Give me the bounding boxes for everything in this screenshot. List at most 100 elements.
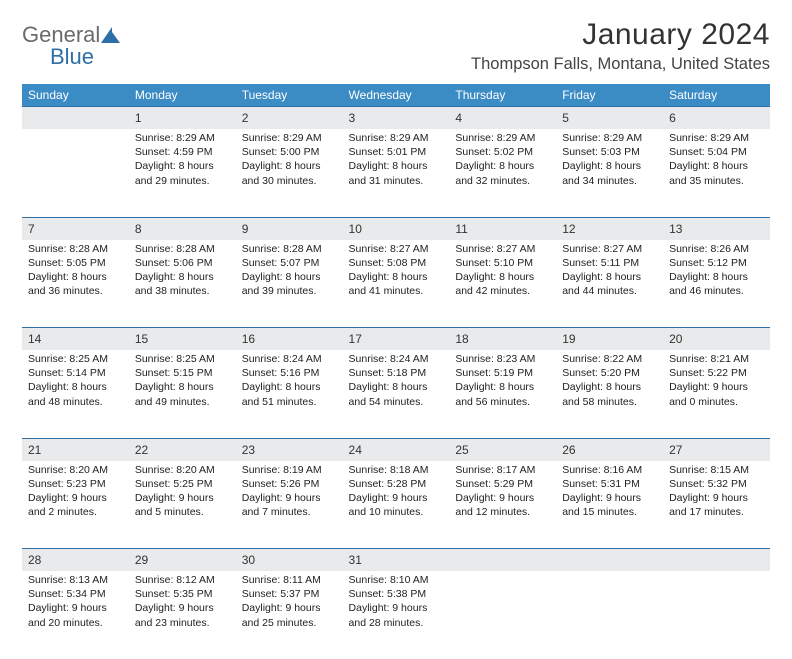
daylight-line: Daylight: 8 hours and 30 minutes. (242, 159, 337, 187)
day-number-cell: 15 (129, 328, 236, 351)
sunrise-line: Sunrise: 8:17 AM (455, 463, 550, 477)
sunset-line: Sunset: 5:38 PM (349, 587, 444, 601)
day-details: Sunrise: 8:18 AMSunset: 5:28 PMDaylight:… (343, 461, 450, 526)
sunset-line: Sunset: 5:06 PM (135, 256, 230, 270)
day-number-cell: 4 (449, 107, 556, 130)
sunrise-line: Sunrise: 8:20 AM (135, 463, 230, 477)
day-number-cell: 1 (129, 107, 236, 130)
sunset-line: Sunset: 5:16 PM (242, 366, 337, 380)
daylight-line: Daylight: 8 hours and 54 minutes. (349, 380, 444, 408)
day-number: 5 (562, 111, 569, 125)
day-number-cell: 28 (22, 549, 129, 572)
day-content-row: Sunrise: 8:25 AMSunset: 5:14 PMDaylight:… (22, 350, 770, 438)
day-number: 6 (669, 111, 676, 125)
day-number-cell: 13 (663, 217, 770, 240)
sunrise-line: Sunrise: 8:22 AM (562, 352, 657, 366)
sunrise-line: Sunrise: 8:28 AM (28, 242, 123, 256)
day-details: Sunrise: 8:13 AMSunset: 5:34 PMDaylight:… (22, 571, 129, 636)
day-cell: Sunrise: 8:10 AMSunset: 5:38 PMDaylight:… (343, 571, 450, 659)
day-cell: Sunrise: 8:22 AMSunset: 5:20 PMDaylight:… (556, 350, 663, 438)
day-cell: Sunrise: 8:16 AMSunset: 5:31 PMDaylight:… (556, 461, 663, 549)
day-number: 22 (135, 443, 148, 457)
sunrise-line: Sunrise: 8:10 AM (349, 573, 444, 587)
location-text: Thompson Falls, Montana, United States (471, 55, 770, 74)
day-cell: Sunrise: 8:29 AMSunset: 5:04 PMDaylight:… (663, 129, 770, 217)
daylight-line: Daylight: 9 hours and 28 minutes. (349, 601, 444, 629)
day-details: Sunrise: 8:25 AMSunset: 5:14 PMDaylight:… (22, 350, 129, 415)
day-details: Sunrise: 8:27 AMSunset: 5:10 PMDaylight:… (449, 240, 556, 305)
sunrise-line: Sunrise: 8:29 AM (455, 131, 550, 145)
day-number-cell (22, 107, 129, 130)
day-cell: Sunrise: 8:12 AMSunset: 5:35 PMDaylight:… (129, 571, 236, 659)
day-cell: Sunrise: 8:27 AMSunset: 5:11 PMDaylight:… (556, 240, 663, 328)
day-cell (556, 571, 663, 659)
daylight-line: Daylight: 9 hours and 20 minutes. (28, 601, 123, 629)
day-cell: Sunrise: 8:29 AMSunset: 4:59 PMDaylight:… (129, 129, 236, 217)
day-number: 7 (28, 222, 35, 236)
day-number-cell: 22 (129, 438, 236, 461)
day-number-cell: 9 (236, 217, 343, 240)
daylight-line: Daylight: 8 hours and 39 minutes. (242, 270, 337, 298)
day-number: 4 (455, 111, 462, 125)
daylight-line: Daylight: 8 hours and 42 minutes. (455, 270, 550, 298)
day-number-cell: 8 (129, 217, 236, 240)
day-number: 27 (669, 443, 682, 457)
daylight-line: Daylight: 8 hours and 31 minutes. (349, 159, 444, 187)
day-number-cell: 17 (343, 328, 450, 351)
sunrise-line: Sunrise: 8:29 AM (242, 131, 337, 145)
weekday-header: Friday (556, 84, 663, 107)
day-number: 19 (562, 332, 575, 346)
day-number-cell (663, 549, 770, 572)
day-details: Sunrise: 8:22 AMSunset: 5:20 PMDaylight:… (556, 350, 663, 415)
weekday-header: Tuesday (236, 84, 343, 107)
day-details: Sunrise: 8:28 AMSunset: 5:06 PMDaylight:… (129, 240, 236, 305)
day-number: 10 (349, 222, 362, 236)
sunrise-line: Sunrise: 8:27 AM (562, 242, 657, 256)
day-cell: Sunrise: 8:20 AMSunset: 5:23 PMDaylight:… (22, 461, 129, 549)
sunrise-line: Sunrise: 8:16 AM (562, 463, 657, 477)
sunrise-line: Sunrise: 8:29 AM (135, 131, 230, 145)
day-details: Sunrise: 8:20 AMSunset: 5:23 PMDaylight:… (22, 461, 129, 526)
sunrise-line: Sunrise: 8:24 AM (242, 352, 337, 366)
sunset-line: Sunset: 5:34 PM (28, 587, 123, 601)
day-number-cell: 31 (343, 549, 450, 572)
day-number-cell: 20 (663, 328, 770, 351)
day-details: Sunrise: 8:16 AMSunset: 5:31 PMDaylight:… (556, 461, 663, 526)
day-content-row: Sunrise: 8:20 AMSunset: 5:23 PMDaylight:… (22, 461, 770, 549)
day-number-cell: 30 (236, 549, 343, 572)
day-number: 14 (28, 332, 41, 346)
sunset-line: Sunset: 5:05 PM (28, 256, 123, 270)
day-cell: Sunrise: 8:25 AMSunset: 5:15 PMDaylight:… (129, 350, 236, 438)
day-cell: Sunrise: 8:23 AMSunset: 5:19 PMDaylight:… (449, 350, 556, 438)
sunset-line: Sunset: 5:18 PM (349, 366, 444, 380)
day-number: 1 (135, 111, 142, 125)
sunset-line: Sunset: 5:35 PM (135, 587, 230, 601)
sunset-line: Sunset: 5:25 PM (135, 477, 230, 491)
day-number: 23 (242, 443, 255, 457)
day-details: Sunrise: 8:29 AMSunset: 5:03 PMDaylight:… (556, 129, 663, 194)
daylight-line: Daylight: 9 hours and 7 minutes. (242, 491, 337, 519)
day-number-cell: 19 (556, 328, 663, 351)
sunset-line: Sunset: 5:03 PM (562, 145, 657, 159)
sunset-line: Sunset: 5:11 PM (562, 256, 657, 270)
day-cell: Sunrise: 8:25 AMSunset: 5:14 PMDaylight:… (22, 350, 129, 438)
daylight-line: Daylight: 8 hours and 32 minutes. (455, 159, 550, 187)
day-details: Sunrise: 8:17 AMSunset: 5:29 PMDaylight:… (449, 461, 556, 526)
day-cell: Sunrise: 8:17 AMSunset: 5:29 PMDaylight:… (449, 461, 556, 549)
day-cell: Sunrise: 8:27 AMSunset: 5:08 PMDaylight:… (343, 240, 450, 328)
day-cell (22, 129, 129, 217)
sunset-line: Sunset: 5:19 PM (455, 366, 550, 380)
sunset-line: Sunset: 4:59 PM (135, 145, 230, 159)
daylight-line: Daylight: 8 hours and 34 minutes. (562, 159, 657, 187)
sunrise-line: Sunrise: 8:23 AM (455, 352, 550, 366)
sunrise-line: Sunrise: 8:29 AM (349, 131, 444, 145)
month-title: January 2024 (471, 18, 770, 52)
day-number: 26 (562, 443, 575, 457)
sunrise-line: Sunrise: 8:21 AM (669, 352, 764, 366)
day-details: Sunrise: 8:10 AMSunset: 5:38 PMDaylight:… (343, 571, 450, 636)
sunset-line: Sunset: 5:07 PM (242, 256, 337, 270)
sunrise-line: Sunrise: 8:28 AM (242, 242, 337, 256)
day-details: Sunrise: 8:19 AMSunset: 5:26 PMDaylight:… (236, 461, 343, 526)
day-number: 17 (349, 332, 362, 346)
day-number: 29 (135, 553, 148, 567)
